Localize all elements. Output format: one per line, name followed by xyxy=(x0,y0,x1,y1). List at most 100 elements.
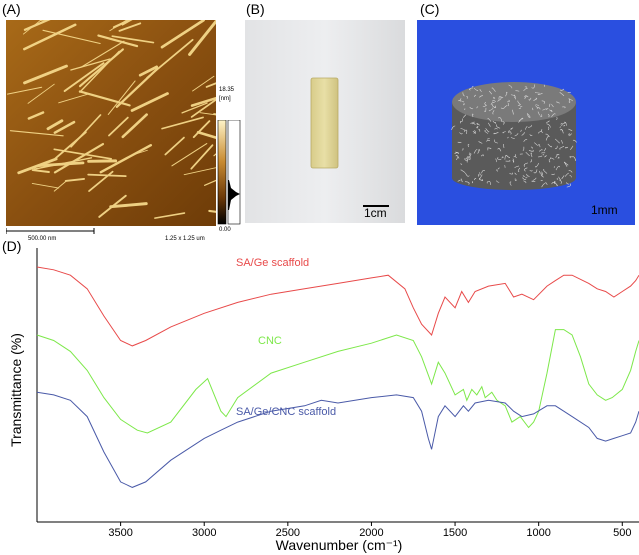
panel-b-label: (B) xyxy=(246,1,265,17)
colorbar-unit: [nm] xyxy=(219,96,231,102)
ct-pore xyxy=(562,122,567,125)
ct-pore xyxy=(518,107,521,109)
ct-pore xyxy=(561,175,565,180)
ct-pore xyxy=(534,162,540,168)
ct-pore xyxy=(546,120,550,123)
ct-pore xyxy=(556,117,558,120)
ct-pore xyxy=(478,174,480,177)
ct-pore xyxy=(554,138,560,144)
ct-pore xyxy=(488,90,493,95)
ct-pore xyxy=(529,134,533,136)
ct-pore xyxy=(473,149,478,154)
ct-pore xyxy=(510,137,515,139)
ct-pore xyxy=(504,105,507,108)
ct-pore xyxy=(541,152,546,154)
ct-pore xyxy=(502,121,505,125)
ct-pore xyxy=(507,136,509,139)
afm-fiber xyxy=(192,120,211,139)
panel-d-label: (D) xyxy=(2,238,22,254)
afm-fiber xyxy=(204,179,216,186)
ct-pore xyxy=(508,130,510,133)
ct-pore xyxy=(551,113,556,117)
ct-pore xyxy=(547,126,550,131)
ct-pore xyxy=(518,118,524,122)
ct-pore xyxy=(559,179,562,184)
ct-pore xyxy=(503,143,505,148)
ct-pore xyxy=(465,181,470,185)
x-tick-label: 500 xyxy=(613,527,631,539)
ct-pore xyxy=(528,114,531,118)
ct-pore xyxy=(461,148,464,151)
ct-pore xyxy=(473,87,479,92)
ct-pore xyxy=(525,176,528,179)
afm-fiber xyxy=(80,40,125,68)
ct-pore xyxy=(464,108,466,110)
ct-pore xyxy=(549,157,555,160)
ct-pore xyxy=(530,152,533,158)
ct-pore xyxy=(494,139,498,144)
ct-pore xyxy=(504,155,508,160)
afm-fiber xyxy=(9,130,64,137)
ct-pore xyxy=(509,181,512,186)
afm-area-label: 1.25 x 1.25 um xyxy=(165,236,205,242)
ct-pore xyxy=(530,159,533,163)
afm-fiber xyxy=(205,82,216,88)
ct-pore xyxy=(568,128,573,132)
afm-fiber xyxy=(196,130,216,139)
afm-fiber xyxy=(112,20,133,29)
ct-pore xyxy=(477,149,480,154)
ct-pore xyxy=(451,125,456,130)
ct-pore xyxy=(532,177,537,181)
ct-pore xyxy=(457,179,461,182)
ct-pore xyxy=(505,160,511,162)
afm-fiber xyxy=(154,212,186,219)
ct-pore xyxy=(479,178,484,181)
ct-pore xyxy=(560,123,563,127)
afm-fiber xyxy=(183,167,216,176)
ct-pore xyxy=(473,130,476,134)
ct-pore xyxy=(480,154,484,157)
afm-fiber xyxy=(161,116,204,130)
ct-pore xyxy=(547,143,552,148)
afm-fiber xyxy=(88,170,114,192)
ct-pore xyxy=(535,104,539,106)
ct-pore xyxy=(522,177,527,180)
ct-pore xyxy=(543,84,545,87)
ct-pore xyxy=(554,181,556,184)
ct-pore xyxy=(508,84,513,89)
ct-pore xyxy=(560,129,564,134)
ct-pore xyxy=(474,177,477,181)
ct-pore xyxy=(507,99,510,103)
x-tick-label: 1000 xyxy=(526,527,550,539)
ct-pore xyxy=(543,147,546,152)
ct-pore xyxy=(514,133,519,137)
ct-pore xyxy=(488,107,494,112)
ct-pore xyxy=(543,169,548,174)
ct-pore xyxy=(465,156,468,160)
ct-pore xyxy=(538,130,542,134)
ct-pore xyxy=(523,87,528,92)
ct-pore xyxy=(571,156,577,162)
ct-pore xyxy=(510,127,514,130)
ct-pore xyxy=(469,106,474,110)
ct-pore xyxy=(498,96,500,100)
ct-pore xyxy=(559,146,565,150)
scaffold-photo xyxy=(245,20,405,223)
afm-fiber xyxy=(115,67,159,108)
ct-pore xyxy=(542,108,547,111)
afm-fiber xyxy=(107,80,136,115)
ct-pore xyxy=(479,174,483,180)
ct-pore xyxy=(549,109,553,112)
afm-fiber xyxy=(190,144,214,170)
ct-pore xyxy=(457,98,462,102)
afm-fiber xyxy=(192,75,215,92)
ct-pore xyxy=(540,173,544,178)
ct-pore xyxy=(490,101,495,106)
ct-pore xyxy=(459,132,463,135)
ct-pore xyxy=(496,169,499,172)
ct-pore xyxy=(462,114,467,118)
ct-pore xyxy=(523,162,529,167)
ct-pore xyxy=(546,123,551,128)
ct-pore xyxy=(476,106,479,109)
ct-pore xyxy=(468,158,471,160)
